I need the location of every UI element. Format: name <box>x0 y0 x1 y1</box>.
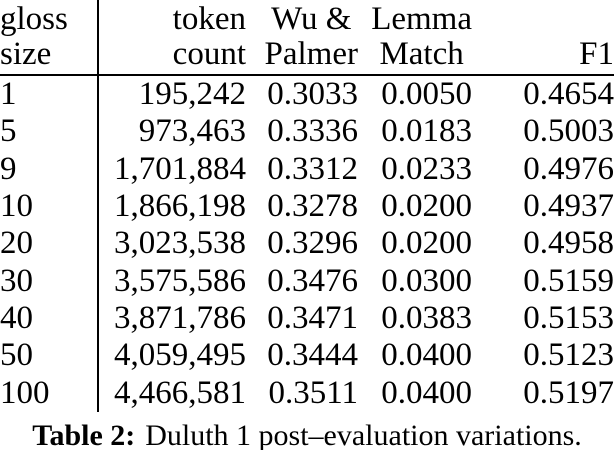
table-cell: 0.5003 <box>523 113 614 150</box>
header-f1-line1 <box>579 2 614 37</box>
table-row: 30 3,575,586 0.3476 0.0300 0.5159 <box>0 262 614 300</box>
table-cell: 1,866,198 <box>114 188 246 225</box>
header-gloss-size: gloss size <box>0 0 99 76</box>
table-cell: 100 <box>0 374 99 412</box>
header-lemma-line2: Match <box>379 35 464 72</box>
table-cell: 0.5153 <box>523 299 614 336</box>
table-caption-label: Table 2: <box>32 418 136 450</box>
table-row: 1 195,242 0.3033 0.0050 0.4654 <box>0 75 614 114</box>
table-cell: 0.3278 <box>267 188 358 225</box>
table-cell: 0.3336 <box>267 113 358 150</box>
table-cell: 5 <box>0 113 99 151</box>
table-cell: 1,701,884 <box>114 150 246 187</box>
table-cell: 3,023,538 <box>114 225 246 262</box>
table-cell: 0.3033 <box>267 76 358 113</box>
table-row: 5 973,463 0.3336 0.0183 0.5003 <box>0 113 614 151</box>
table-cell: 0.3444 <box>267 337 358 374</box>
header-f1-line2: F1 <box>579 35 614 72</box>
table-cell: 4,059,495 <box>114 337 246 374</box>
table-cell: 0.4976 <box>523 150 614 187</box>
table-cell: 0.5197 <box>523 374 614 411</box>
header-lemma-line1: Lemma <box>371 0 472 37</box>
table-cell: 0.0183 <box>381 113 472 150</box>
table-row: 100 4,466,581 0.3511 0.0400 0.5197 <box>0 374 614 412</box>
header-wu-palmer: Wu & Palmer <box>246 0 358 76</box>
table-cell: 0.3296 <box>267 225 358 262</box>
results-table: gloss size token count Wu & Palmer <box>0 0 614 412</box>
table-row: 40 3,871,786 0.3471 0.0383 0.5153 <box>0 299 614 338</box>
header-wu-line1: Wu & <box>271 0 352 37</box>
table-cell: 1 <box>0 75 99 114</box>
header-token-line1: token <box>172 0 246 37</box>
table-cell: 0.3471 <box>267 299 358 336</box>
table-cell: 0.0200 <box>381 188 472 225</box>
table-header-row: gloss size token count Wu & Palmer <box>0 0 614 76</box>
header-token-count: token count <box>98 0 246 76</box>
table-cell: 0.5159 <box>523 262 614 299</box>
table-cell: 0.0233 <box>381 150 472 187</box>
table-cell: 0.3511 <box>268 374 358 411</box>
table-row: 20 3,023,538 0.3296 0.0200 0.4958 <box>0 225 614 263</box>
table-caption: Table 2: Duluth 1 post–evaluation variati… <box>0 419 614 450</box>
table-cell: 50 <box>0 337 99 375</box>
header-gloss-line2: size <box>0 35 52 72</box>
table-cell: 0.0400 <box>381 337 472 374</box>
table-cell: 9 <box>0 150 99 188</box>
table-cell: 195,242 <box>138 76 246 113</box>
table-cell: 4,466,581 <box>114 374 246 411</box>
table-row: 50 4,059,495 0.3444 0.0400 0.5123 <box>0 337 614 375</box>
table-cell: 0.4937 <box>523 188 614 225</box>
table-cell: 973,463 <box>138 113 246 150</box>
header-lemma-match: Lemma Match <box>358 0 472 76</box>
header-wu-line2: Palmer <box>264 35 358 72</box>
header-f1: F1 <box>472 0 614 76</box>
table-cell: 0.0400 <box>381 374 472 411</box>
table-header: gloss size token count Wu & Palmer <box>0 0 614 76</box>
header-token-line2: count <box>172 35 246 72</box>
table-cell: 0.3312 <box>267 150 358 187</box>
table-row: 10 1,866,198 0.3278 0.0200 0.4937 <box>0 187 614 226</box>
table-cell: 0.4958 <box>523 225 614 262</box>
table-cell: 0.4654 <box>523 76 614 113</box>
table-cell: 3,575,586 <box>114 262 246 299</box>
table-cell: 0.5123 <box>523 337 614 374</box>
table-cell: 0.0383 <box>381 299 472 336</box>
table-cell: 30 <box>0 262 99 300</box>
table-cell: 10 <box>0 187 99 226</box>
table-cell: 0.3476 <box>267 262 358 299</box>
table-cell: 0.0200 <box>381 225 472 262</box>
table-body: 1 195,242 0.3033 0.0050 0.4654 5 973,463 0.3336… <box>0 75 614 412</box>
table-cell: 20 <box>0 225 99 263</box>
table-cell: 0.0300 <box>381 262 472 299</box>
table-cell: 40 <box>0 299 99 338</box>
table-cell: 3,871,786 <box>114 299 246 336</box>
table-cell: 0.0050 <box>381 76 472 113</box>
table-caption-text: Duluth 1 post–evaluation variations. <box>145 418 582 450</box>
table-row: 9 1,701,884 0.3312 0.0233 0.4976 <box>0 150 614 188</box>
header-gloss-line1: gloss <box>0 0 68 37</box>
